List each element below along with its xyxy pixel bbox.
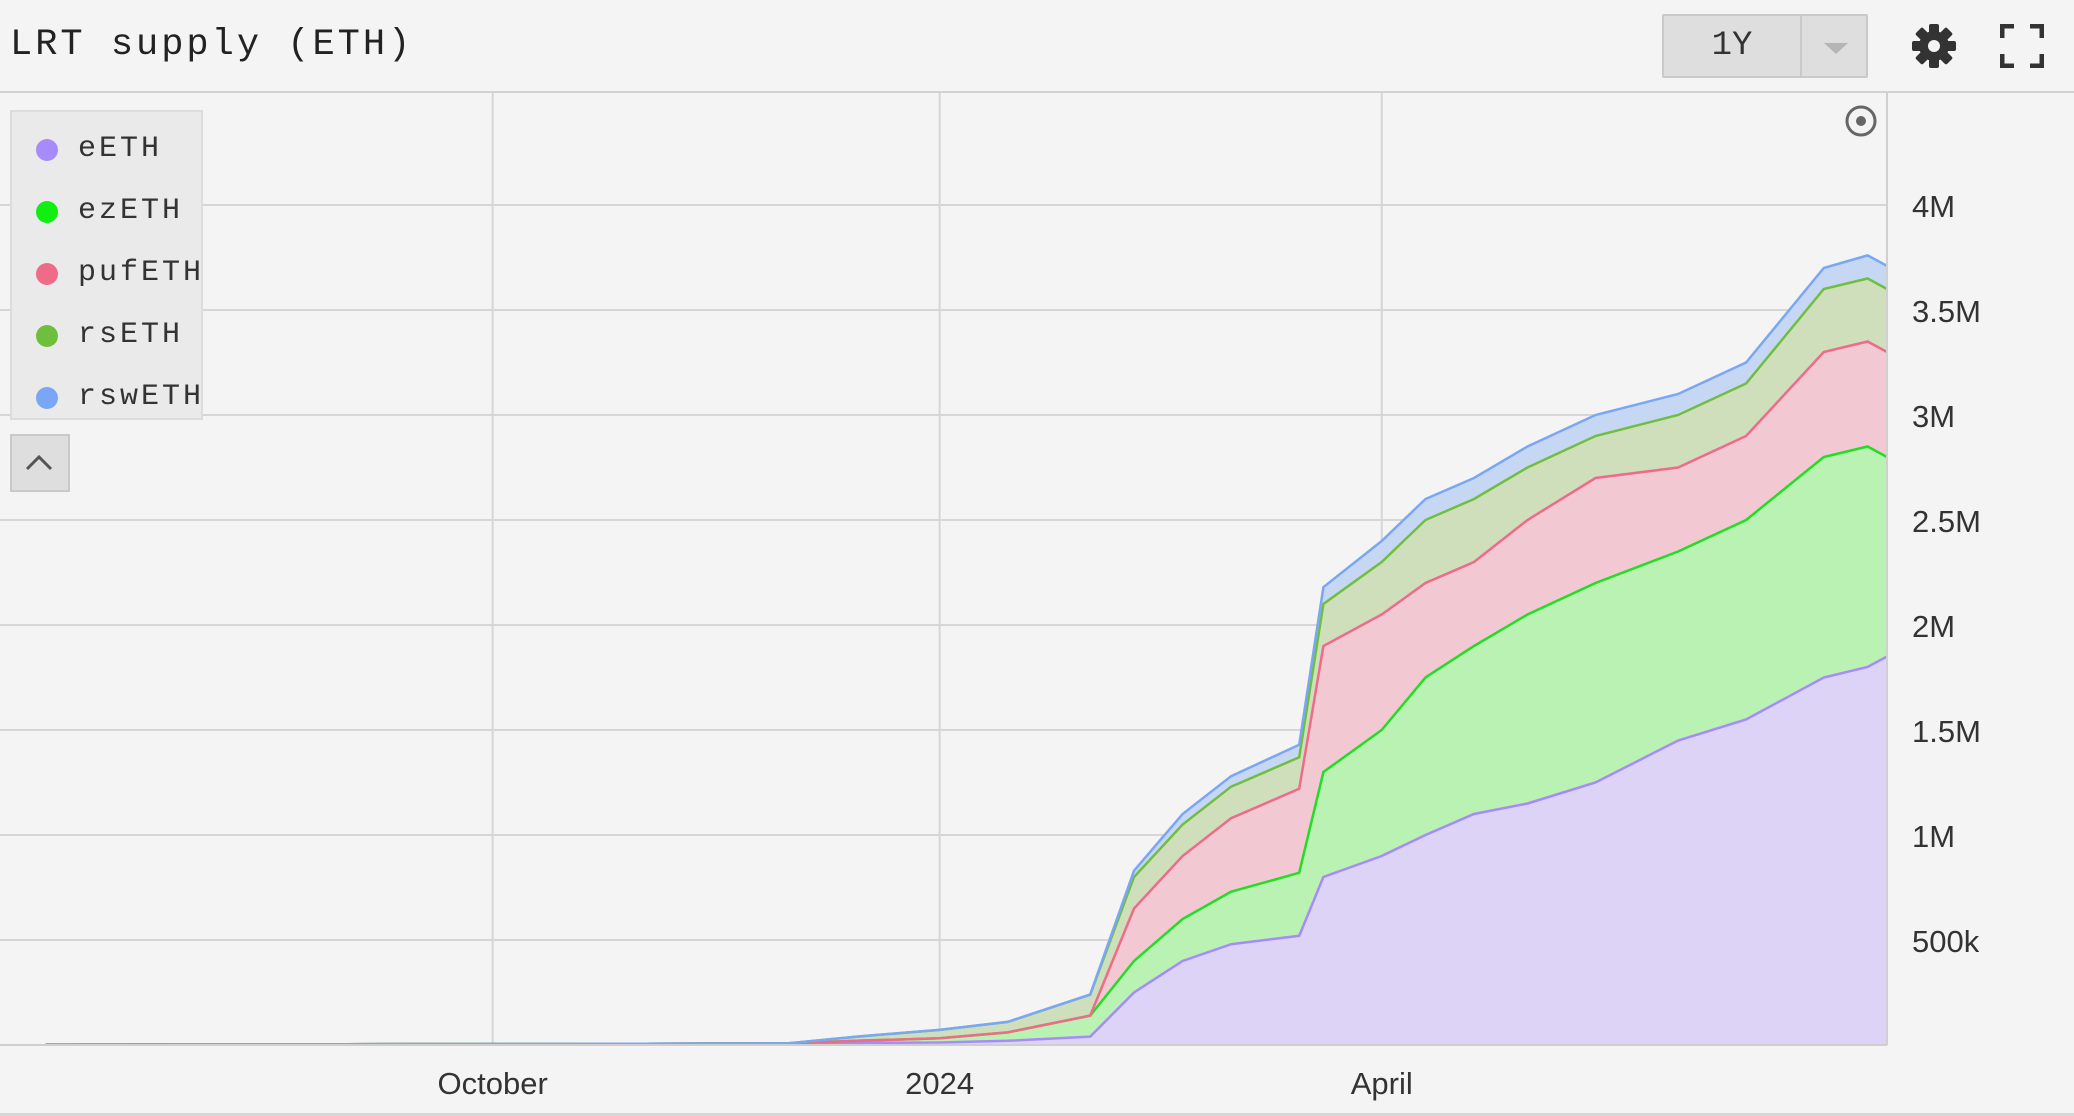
legend-dot-rseth xyxy=(36,325,58,347)
legend-label-ezeth: ezETH xyxy=(78,194,184,228)
y-tick-label: 1.5M xyxy=(1912,714,1981,749)
legend-label-pufeth: pufETH xyxy=(78,256,205,290)
legend-label-eeth: eETH xyxy=(78,132,163,166)
area-ezeth xyxy=(45,446,1888,1045)
y-tick-label: 4M xyxy=(1912,189,1955,224)
area-eeth xyxy=(45,656,1888,1045)
range-selector[interactable]: 1Y xyxy=(1662,14,1868,78)
legend-item-rseth[interactable]: rsETH xyxy=(24,316,204,356)
y-tick-label: 3M xyxy=(1912,399,1955,434)
gear-icon[interactable] xyxy=(1910,22,1958,70)
x-tick-label: April xyxy=(1351,1066,1413,1101)
chart-title: LRT supply (ETH) xyxy=(10,24,414,66)
legend-dot-pufeth xyxy=(36,263,58,285)
legend-item-pufeth[interactable]: pufETH xyxy=(24,254,204,294)
legend-label-rsweth: rswETH xyxy=(78,380,205,414)
series-areas xyxy=(45,255,1888,1045)
x-tick-label: October xyxy=(438,1066,548,1101)
x-tick-label: 2024 xyxy=(905,1066,974,1101)
y-tick-label: 1M xyxy=(1912,819,1955,854)
y-tick-label: 3.5M xyxy=(1912,294,1981,329)
fullscreen-icon[interactable] xyxy=(2000,24,2044,68)
chevron-up-icon xyxy=(25,454,53,471)
legend-item-ezeth[interactable]: ezETH xyxy=(24,192,204,232)
y-tick-label: 500k xyxy=(1912,924,1980,959)
legend-item-rsweth[interactable]: rswETH xyxy=(24,378,204,418)
legend-dot-ezeth xyxy=(36,201,58,223)
range-selector-value[interactable]: 1Y xyxy=(1664,16,1802,76)
chart-legend: eETH ezETH pufETH rsETH rswETH xyxy=(10,110,203,420)
legend-dot-eeth xyxy=(36,139,58,161)
y-tick-label: 2M xyxy=(1912,609,1955,644)
y-tick-label: 2.5M xyxy=(1912,504,1981,539)
series-lines xyxy=(45,254,1888,1046)
line-rsweth xyxy=(45,254,1888,1046)
bottom-border xyxy=(0,1113,2074,1116)
collapse-legend-button[interactable] xyxy=(10,434,70,492)
legend-label-rseth: rsETH xyxy=(78,318,184,352)
target-icon[interactable] xyxy=(1844,104,1878,138)
axes: 500k 1M 1.5M 2M 2.5M 3M 3.5M 4M October 2024 April xyxy=(0,93,1981,1101)
legend-dot-rsweth xyxy=(36,387,58,409)
chevron-down-icon[interactable] xyxy=(1802,16,1866,76)
legend-item-eeth[interactable]: eETH xyxy=(24,130,204,170)
chart-header: LRT supply (ETH) 1Y xyxy=(0,0,2074,93)
